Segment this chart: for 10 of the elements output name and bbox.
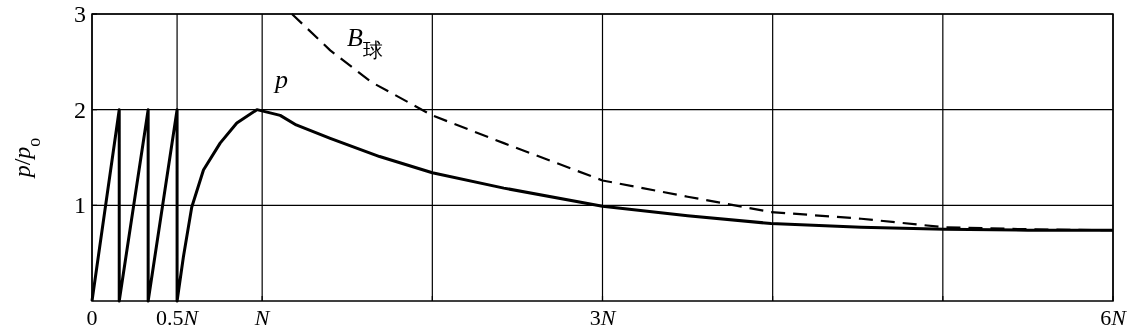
series-label: B$_{球}$ — [346, 23, 383, 61]
y-tick-label: 2 — [74, 96, 86, 123]
x-tick-label: 6N — [1100, 305, 1127, 330]
x-tick-label: 3N — [589, 305, 617, 330]
y-tick-label: 3 — [74, 1, 86, 27]
series-label: p — [272, 64, 288, 94]
x-tick-label: N — [253, 305, 271, 330]
x-tick-label: 0 — [86, 305, 98, 330]
x-tick-label: 0.5N — [155, 305, 200, 330]
y-tick-label: 1 — [74, 192, 86, 219]
